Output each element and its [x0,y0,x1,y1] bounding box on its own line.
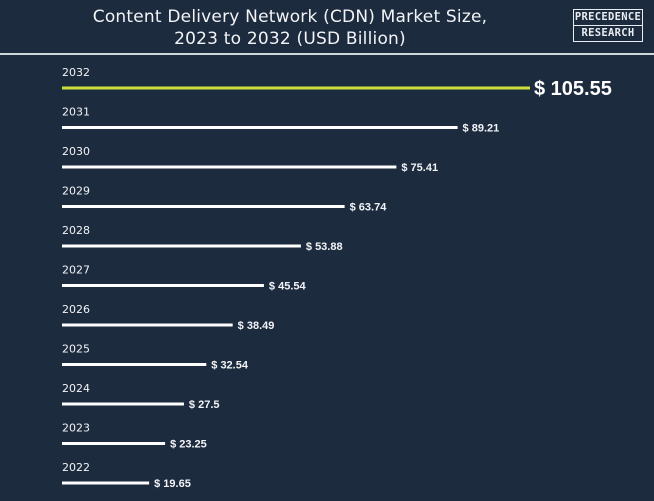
bar-2024 [62,402,184,406]
year-label-2028: 2028 [62,224,90,237]
logo-line-2: RESEARCH [574,25,642,41]
bar-2030 [62,165,397,169]
year-label-2023: 2023 [62,422,90,435]
logo-line-1: PRECEDENCE [574,11,642,23]
bar-2025 [62,363,207,366]
year-label-2025: 2025 [62,343,90,356]
bar-2023 [62,442,166,445]
bar-2031 [62,126,458,129]
year-label-2026: 2026 [62,303,90,316]
year-label-2030: 2030 [62,145,90,158]
bar-2029 [62,205,345,208]
value-label-2031: $ 89.21 [463,123,500,135]
value-label-2030: $ 75.41 [401,162,438,174]
year-label-2032: 2032 [62,66,90,79]
value-label-2027: $ 45.54 [269,281,307,293]
bar-2032 [62,86,530,90]
bar-2028 [62,244,301,248]
precedence-research-logo: PRECEDENCE RESEARCH [573,9,643,42]
bar-2022 [62,481,150,485]
value-label-2032: $ 105.55 [534,78,612,100]
value-label-2026: $ 38.49 [238,320,275,332]
value-label-2028: $ 53.88 [306,241,343,253]
year-label-2022: 2022 [62,461,90,474]
year-label-2029: 2029 [62,185,90,198]
chart-title-line-2: 2023 to 2032 (USD Billion) [174,29,406,49]
value-label-2022: $ 19.65 [154,478,191,490]
year-label-2031: 2031 [62,106,90,119]
bar-2027 [62,284,264,287]
value-label-2023: $ 23.25 [170,439,207,451]
value-label-2024: $ 27.5 [189,399,220,411]
bar-2026 [62,323,233,327]
year-label-2027: 2027 [62,264,90,277]
value-label-2025: $ 32.54 [211,360,249,372]
value-label-2029: $ 63.74 [350,202,388,214]
year-label-2024: 2024 [62,382,90,395]
title-divider [0,53,654,55]
chart-title-line-1: Content Delivery Network (CDN) Market Si… [92,7,488,27]
chart-title: Content Delivery Network (CDN) Market Si… [40,6,540,50]
